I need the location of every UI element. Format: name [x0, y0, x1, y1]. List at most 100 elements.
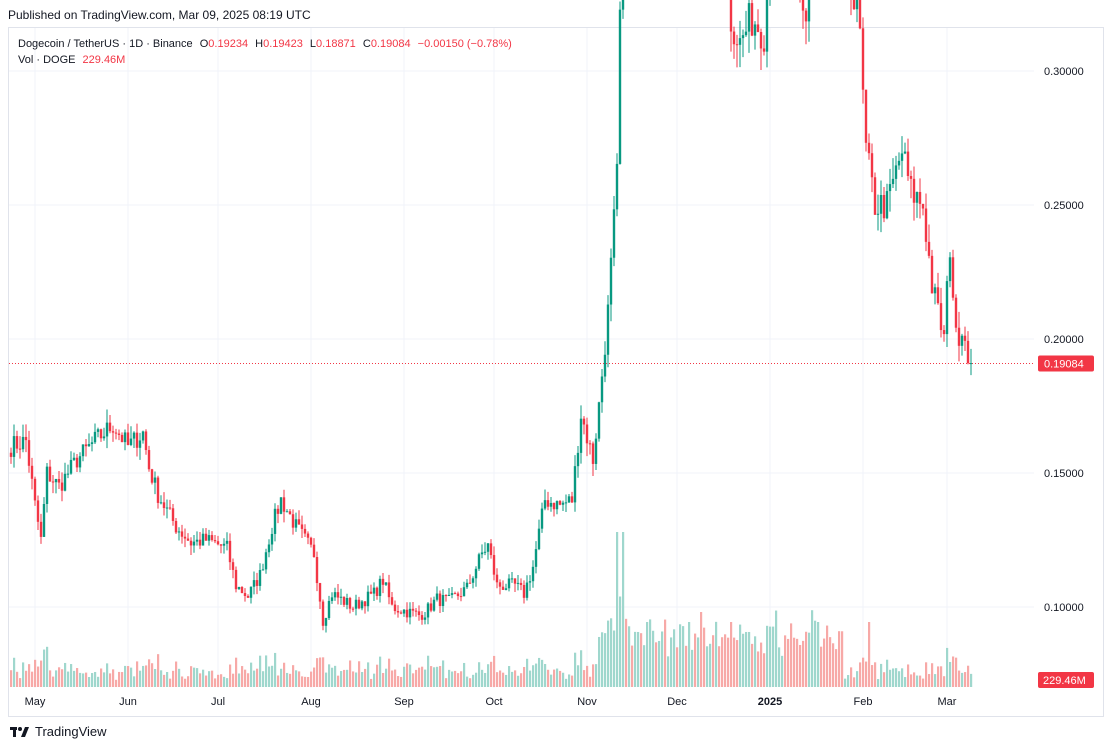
volume-bar [466, 676, 469, 687]
volume-bar [640, 633, 643, 687]
candle-body [39, 521, 43, 537]
candle-body [732, 31, 736, 45]
symbol-label[interactable]: Dogecoin / TetherUS · 1D · Binance [18, 38, 193, 50]
volume-bar [307, 676, 310, 687]
candle-body [36, 500, 40, 522]
volume-bar [769, 626, 772, 687]
volume-bar [457, 673, 460, 687]
footer-brand[interactable]: TradingView [10, 724, 107, 739]
volume-bar [160, 670, 163, 687]
close-label: C [362, 38, 371, 50]
candle-body [321, 601, 325, 626]
volume-bar [850, 667, 853, 687]
volume-bar [85, 672, 88, 687]
volume-bar [262, 671, 265, 687]
volume-bar [421, 666, 424, 687]
candle-body [168, 507, 172, 509]
candle-body [399, 612, 403, 614]
candle-body [489, 543, 493, 556]
candle-body [189, 540, 193, 546]
volume-bar [313, 667, 316, 687]
volume-bar [55, 670, 58, 687]
volume-bar [871, 665, 874, 687]
volume-bar [52, 676, 55, 687]
volume-bar [109, 673, 112, 687]
x-tick-label: Oct [485, 696, 502, 708]
candle-body [186, 538, 190, 541]
candle-body [588, 443, 592, 445]
volume-bar [97, 676, 100, 687]
volume-bar [853, 677, 856, 687]
volume-bar [322, 657, 325, 687]
candle-body [942, 330, 946, 335]
candle-body [177, 531, 181, 533]
volume-bar [391, 670, 394, 687]
candle-body [423, 617, 427, 620]
y-tick-label: 0.15000 [1044, 468, 1084, 480]
volume-bar [844, 678, 847, 687]
volume-bar [385, 668, 388, 687]
candle-body [966, 340, 970, 364]
volume-bar [829, 637, 832, 687]
candle-body [918, 191, 922, 204]
volume-bar [811, 610, 814, 687]
volume-bar [694, 633, 697, 687]
candle-body [306, 533, 310, 538]
candle-body [429, 603, 433, 611]
volume-bar [865, 661, 868, 687]
candle-body [426, 603, 430, 618]
candle-body [438, 593, 442, 607]
close-value: 0.19084 [370, 38, 411, 50]
candle-body [291, 514, 295, 528]
candle-body [258, 570, 262, 586]
volume-bar [76, 668, 79, 687]
candle-body [552, 502, 556, 510]
candle-body [915, 191, 919, 203]
volume-bar [82, 673, 85, 687]
candle-body [99, 429, 103, 439]
volume-bar [34, 659, 37, 687]
volume-bar [319, 657, 322, 687]
volume-bar [169, 678, 172, 687]
candle-body [936, 287, 940, 304]
volume-bar [925, 662, 928, 687]
volume-bar [364, 668, 367, 687]
volume-bar [124, 665, 127, 687]
candle-body [51, 481, 55, 483]
candle-body [405, 609, 409, 618]
volume-bar [577, 665, 580, 687]
volume-bar [286, 672, 289, 687]
x-tick-label: Feb [854, 696, 873, 708]
candle-body [456, 593, 460, 597]
volume-bar [598, 636, 601, 687]
volume-bar [700, 612, 703, 687]
candle-body [354, 599, 358, 609]
volume-bar [298, 671, 301, 687]
candle-body [516, 582, 520, 584]
volume-bar [709, 643, 712, 687]
candle-body [615, 163, 619, 210]
candle-body [555, 501, 559, 510]
candle-body [357, 599, 361, 609]
volume-bar [361, 672, 364, 687]
volume-bar [772, 626, 775, 687]
candle-body [549, 502, 553, 507]
x-tick-label: May [25, 696, 46, 708]
candle-body [939, 303, 943, 331]
volume-bar [196, 668, 199, 687]
volume-bar [277, 675, 280, 687]
volume-bar [607, 620, 610, 687]
x-tick-label: 2025 [758, 696, 782, 708]
volume-bar [643, 645, 646, 687]
volume-bar [343, 669, 346, 687]
volume-bar [133, 676, 136, 687]
candle-body [204, 533, 208, 541]
candle-body [927, 241, 931, 256]
candle-body [9, 452, 13, 457]
candle-body [459, 596, 463, 598]
candle-body [909, 175, 913, 179]
volume-bar [373, 673, 376, 687]
candle-body [84, 444, 88, 447]
volume-bar [649, 619, 652, 687]
